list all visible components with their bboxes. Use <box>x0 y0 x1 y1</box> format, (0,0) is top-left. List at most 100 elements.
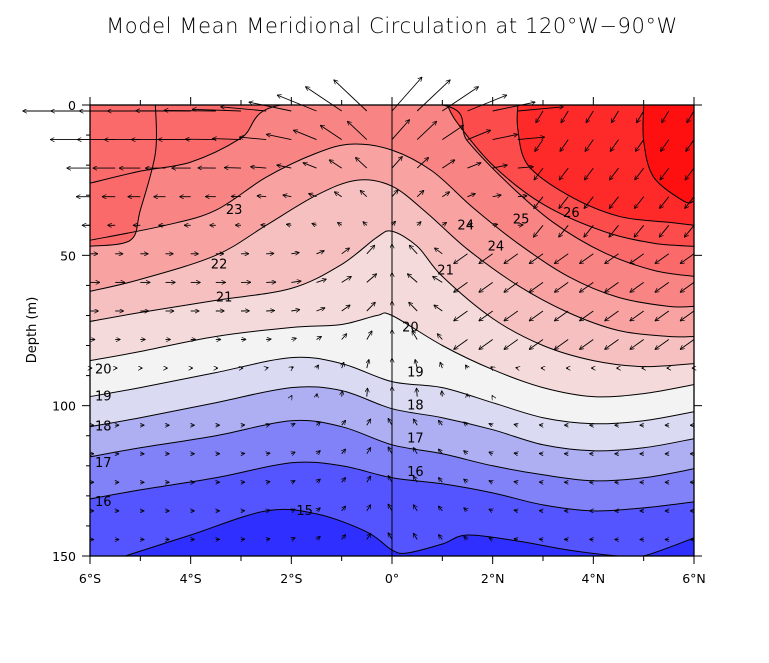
velocity-arrow <box>366 245 375 255</box>
velocity-arrow <box>341 334 347 340</box>
velocity-arrow <box>491 367 493 368</box>
velocity-arrow <box>320 125 342 140</box>
velocity-arrow <box>266 539 270 540</box>
fill-band-above-26-right <box>642 105 694 203</box>
velocity-arrow <box>517 225 524 226</box>
isotherm-19 <box>90 356 694 425</box>
velocity-arrow <box>514 482 518 483</box>
velocity-arrow <box>413 447 418 455</box>
velocity-arrow <box>659 196 670 209</box>
velocity-arrow <box>467 130 491 141</box>
velocity-arrow <box>305 87 342 112</box>
velocity-arrow <box>409 302 418 312</box>
velocity-arrow <box>415 359 417 369</box>
velocity-arrow <box>413 476 418 483</box>
velocity-arrow <box>685 196 695 209</box>
x-tick-label: 2°S <box>280 571 302 586</box>
velocity-arrow <box>655 339 670 350</box>
velocity-arrow <box>391 190 398 197</box>
velocity-arrow <box>514 453 518 454</box>
velocity-arrow <box>316 279 327 283</box>
velocity-arrow <box>442 192 450 198</box>
velocity-arrow <box>554 282 569 292</box>
velocity-arrow <box>579 282 594 292</box>
velocity-arrow <box>584 196 594 209</box>
velocity-arrow <box>416 190 424 198</box>
velocity-arrow <box>250 167 267 168</box>
contour-label: 22 <box>211 257 228 272</box>
velocity-arrow <box>609 167 619 180</box>
velocity-arrow <box>355 157 368 169</box>
contour-label: 24 <box>488 239 505 254</box>
velocity-arrow <box>334 80 368 112</box>
velocity-arrow <box>534 196 544 209</box>
velocity-arrow <box>413 533 418 540</box>
velocity-arrow <box>504 310 519 321</box>
velocity-arrow <box>366 505 371 512</box>
velocity-arrow <box>586 110 594 123</box>
velocity-arrow <box>266 134 292 141</box>
velocity-arrow <box>341 276 352 283</box>
velocity-arrow <box>605 310 619 321</box>
velocity-arrow <box>317 479 321 482</box>
velocity-arrow <box>266 510 270 511</box>
velocity-arrow <box>465 365 467 368</box>
velocity-arrow <box>334 192 342 198</box>
velocity-arrow <box>366 419 371 426</box>
velocity-arrow <box>529 310 544 321</box>
velocity-arrow <box>342 477 346 483</box>
velocity-arrow <box>342 449 346 455</box>
velocity-arrow <box>387 418 393 426</box>
velocity-arrow <box>341 248 350 255</box>
contour-label: 26 <box>563 206 580 221</box>
velocity-arrow <box>438 449 442 455</box>
x-tick-label: 6°S <box>79 571 101 586</box>
velocity-arrow <box>261 225 267 226</box>
velocity-arrow <box>413 505 418 512</box>
velocity-arrow <box>610 139 619 152</box>
velocity-arrow <box>680 282 695 292</box>
y-axis-label: Depth (m) <box>25 297 40 364</box>
velocity-arrow <box>686 139 695 152</box>
velocity-arrow <box>432 276 443 283</box>
contour-label: 23 <box>226 203 243 218</box>
velocity-arrow <box>416 80 450 112</box>
velocity-arrow <box>454 339 468 350</box>
velocity-arrow <box>579 310 594 321</box>
velocity-arrow <box>529 282 544 292</box>
velocity-arrow <box>685 167 695 180</box>
velocity-arrow <box>291 367 293 368</box>
x-tick-label: 2°N <box>481 571 505 586</box>
velocity-arrow <box>317 393 318 396</box>
velocity-arrow <box>192 109 242 111</box>
temperature-fill <box>90 105 694 556</box>
velocity-arrow <box>560 139 569 152</box>
y-axis: 0 50 100 150 <box>52 98 702 564</box>
velocity-arrow <box>291 423 295 425</box>
velocity-arrow <box>635 139 645 152</box>
contour-label: 18 <box>407 399 424 414</box>
velocity-arrow <box>630 282 644 292</box>
velocity-arrow <box>224 168 242 169</box>
velocity-arrow <box>416 121 437 140</box>
velocity-arrow <box>341 305 351 312</box>
velocity-arrow <box>605 253 619 264</box>
velocity-arrow <box>316 336 322 339</box>
velocity-arrow <box>554 310 569 321</box>
velocity-arrow <box>479 310 493 321</box>
velocity-arrow <box>342 362 344 369</box>
velocity-arrow <box>291 481 295 483</box>
velocity-arrow <box>417 388 418 397</box>
velocity-arrow <box>609 225 619 237</box>
velocity-arrow <box>442 391 443 397</box>
velocity-arrow <box>605 282 619 292</box>
velocity-arrow <box>442 160 455 169</box>
velocity-arrow <box>630 253 644 264</box>
velocity-arrow <box>492 102 536 112</box>
velocity-arrow <box>366 533 371 540</box>
velocity-arrow <box>303 163 317 169</box>
velocity-arrow <box>492 165 508 169</box>
velocity-arrow <box>479 253 493 264</box>
velocity-arrow <box>249 102 292 112</box>
velocity-arrow <box>266 482 270 483</box>
